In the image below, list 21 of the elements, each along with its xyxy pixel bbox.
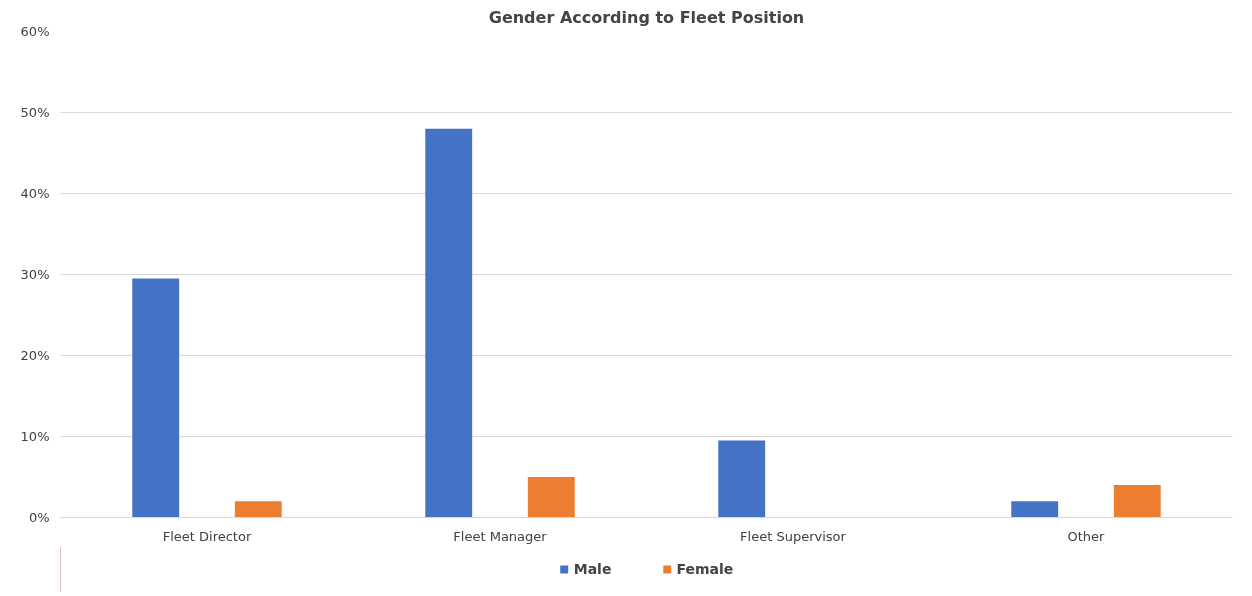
x-tick-label: Fleet Director — [162, 528, 252, 544]
legend-label: Female — [676, 561, 734, 577]
bar — [527, 477, 575, 518]
bar — [718, 440, 766, 518]
y-tick-label: 20% — [20, 348, 50, 363]
y-tick-label: 40% — [20, 186, 50, 201]
y-tick-label: 30% — [20, 267, 50, 282]
chart-title: Gender According to Fleet Position — [488, 7, 805, 27]
y-tick-label: 10% — [20, 429, 50, 444]
bar — [425, 128, 473, 518]
legend-label: Male — [573, 561, 612, 577]
x-tick-label: Fleet Manager — [453, 528, 548, 544]
y-tick-label: 0% — [28, 510, 50, 525]
y-tick-label: 50% — [20, 105, 50, 120]
x-tick-label: Fleet Supervisor — [740, 528, 847, 544]
bar — [234, 501, 282, 518]
y-tick-label: 60% — [20, 24, 50, 39]
bar — [1011, 501, 1059, 518]
bar — [1113, 485, 1161, 518]
x-tick-label: Other — [1067, 528, 1106, 544]
bar — [132, 278, 180, 518]
